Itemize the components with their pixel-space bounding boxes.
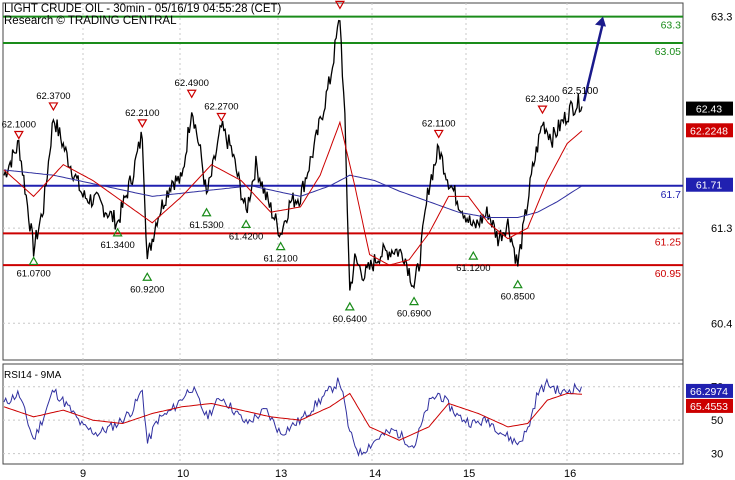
swing-low-label: 60.6900: [397, 309, 431, 320]
swing-high-marker: [537, 105, 548, 115]
rsi-tick-label: 30: [711, 449, 723, 461]
x-tick-label: 13: [275, 468, 287, 480]
swing-high-marker: [13, 130, 24, 140]
forecast-arrowhead: [595, 16, 606, 27]
swing-high-marker: [137, 119, 148, 129]
swing-high-label: 62.3700: [36, 91, 70, 102]
x-tick-label: 10: [177, 468, 189, 480]
chart-source: Research © TRADING CENTRAL: [4, 15, 177, 27]
swing-low-marker: [142, 272, 153, 281]
badge-ma_slow-bg: [686, 177, 733, 192]
level-label: 63.05: [655, 46, 681, 58]
rsi-tick-label: 50: [711, 415, 723, 427]
ma-fast-line: [3, 120, 583, 266]
rsi-title: RSI14 - 9MA: [4, 370, 62, 381]
level-label: 61.25: [655, 236, 681, 248]
badge-last_price: 62.43: [696, 104, 722, 116]
swing-low-marker: [409, 296, 420, 306]
badge-last_price-bg: [686, 101, 733, 116]
swing-high-label: 62.2700: [204, 102, 238, 113]
level-label: 60.95: [655, 268, 681, 280]
y-tick-label: 61.3: [711, 223, 732, 235]
chart-title: LIGHT CRUDE OIL - 30min - 05/16/19 04:55…: [4, 3, 282, 15]
badge-rsi-ma: 65.4553: [690, 401, 728, 413]
swing-high-label: 62.1100: [422, 118, 456, 129]
forecast-label: 62.5100: [562, 86, 599, 97]
swing-low-marker: [112, 227, 123, 237]
swing-low-label: 60.6400: [333, 314, 367, 325]
swing-low-label: 60.9200: [130, 284, 164, 295]
swing-high-marker: [334, 0, 345, 10]
badge-rsi-ma-bg: [686, 398, 733, 413]
price-series-layer: [3, 16, 606, 291]
badge-rsi-bg: [686, 383, 733, 398]
y-tick-label: 63.3: [711, 12, 732, 24]
price-line: [3, 19, 583, 291]
swing-low-label: 60.8500: [501, 292, 535, 303]
rsi-panel-border: [2, 363, 684, 465]
support-resistance-levels: 63.3 63.05 61.7 61.25 60.95: [3, 15, 683, 280]
x-tick-label: 14: [369, 468, 381, 480]
y-tick-label: 60.4: [711, 318, 732, 330]
swing-low-marker: [275, 241, 286, 251]
x-tick-label: 9: [80, 468, 86, 480]
level-label: 61.7: [661, 189, 682, 201]
swing-low-label: 61.2100: [263, 254, 297, 265]
level-label: 63.3: [661, 20, 682, 32]
swing-low-label: 61.5300: [189, 220, 223, 231]
rsi-line: [3, 377, 582, 457]
swing-low-label: 61.3400: [100, 240, 134, 251]
swing-low-label: 61.1200: [456, 263, 490, 274]
swing-low-marker: [468, 250, 479, 260]
swing-low-marker: [344, 301, 355, 311]
swing-low-marker: [241, 219, 252, 228]
swing-markers: 62.100062.370062.210062.490062.270063.33…: [2, 0, 560, 325]
swing-low-label: 61.0700: [16, 268, 50, 279]
swing-high-marker: [186, 89, 197, 99]
rsi-series-layer: [3, 377, 583, 457]
price-panel-border: [2, 2, 684, 361]
right-badges: 62.43 62.2248 61.71 66.2974 65.4553: [686, 101, 733, 413]
x-tick-label: 16: [564, 468, 576, 480]
swing-high-marker: [48, 102, 59, 112]
badge-ma_slow: 61.71: [696, 180, 722, 192]
swing-high-marker: [216, 112, 227, 122]
swing-high-marker: [433, 129, 444, 139]
swing-high-label: 62.4900: [175, 78, 209, 89]
forecast-arrow-line: [582, 22, 605, 102]
swing-low-marker: [201, 207, 212, 217]
swing-high-label: 62.1000: [2, 119, 36, 130]
badge-ma_fast: 62.2248: [690, 125, 728, 137]
swing-low-marker: [512, 279, 523, 289]
swing-high-label: 62.3400: [525, 94, 559, 105]
badge-rsi: 66.2974: [690, 386, 728, 398]
rsi-ma-line: [3, 392, 583, 441]
swing-low-label: 61.4200: [229, 231, 263, 242]
swing-low-marker: [28, 256, 39, 266]
badge-ma_fast-bg: [686, 123, 733, 138]
x-tick-label: 15: [463, 468, 475, 480]
swing-high-label: 62.2100: [125, 108, 159, 119]
